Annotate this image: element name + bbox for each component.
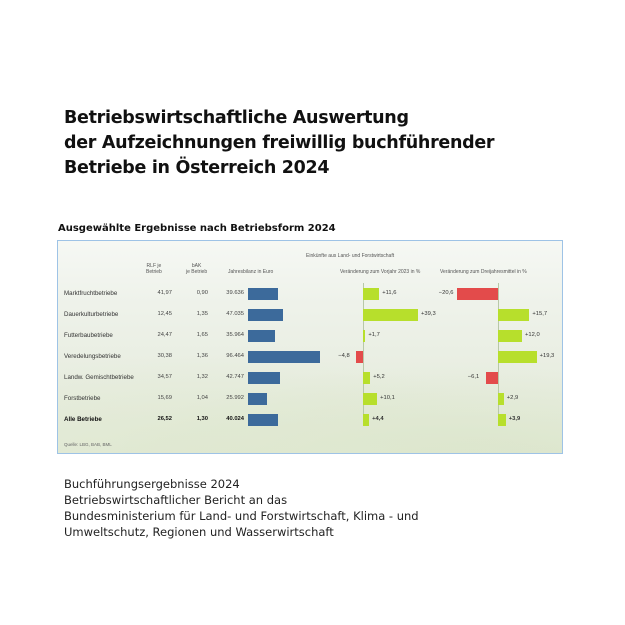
change-avg-label: +19,3 — [539, 353, 555, 359]
change-prev-bar — [356, 351, 363, 363]
row-label: Alle Betriebe — [64, 416, 102, 423]
bak-value: 1,30 — [196, 416, 208, 422]
bak-value: 1,35 — [196, 311, 208, 317]
bak-value: 0,90 — [196, 290, 208, 296]
income-bar — [248, 372, 280, 384]
income-value: 39.636 — [226, 290, 244, 296]
change-avg-bar — [498, 414, 506, 426]
header-group: Einkünfte aus Land- und Forstwirtschaft — [306, 253, 395, 259]
header-bak-line1: bAK — [191, 263, 202, 269]
rlf-value: 15,69 — [157, 395, 172, 401]
figure-subtitle: Ausgewählte Ergebnisse nach Betriebsform… — [58, 223, 336, 234]
footer-line-3: Bundesministerium für Land- und Forstwir… — [64, 509, 419, 523]
rlf-value: 12,45 — [157, 311, 172, 317]
row-label: Landw. Gemischtbetriebe — [64, 374, 134, 381]
change-prev-label: −4,8 — [338, 353, 350, 359]
change-avg-label: −6,1 — [467, 374, 480, 380]
change-prev-label: +1,7 — [368, 332, 380, 338]
income-bar — [248, 288, 278, 300]
bak-value: 1,65 — [196, 332, 208, 338]
income-bar — [248, 330, 275, 342]
change-prev-label: +4,4 — [372, 416, 384, 422]
change-prev-label: +39,3 — [421, 311, 436, 317]
title-line-1: Betriebswirtschaftliche Auswertung — [64, 108, 409, 128]
row-label: Forstbetriebe — [64, 395, 101, 402]
panel-background — [58, 353, 562, 453]
change-prev-bar — [363, 288, 380, 300]
change-prev-bar — [363, 414, 370, 426]
change-prev-label: +11,6 — [382, 290, 397, 296]
change-avg-label: +2,9 — [506, 395, 519, 401]
change-avg-bar — [485, 372, 498, 384]
header-rlf-line1: RLF je — [146, 263, 162, 269]
change-avg-bar — [498, 351, 537, 363]
row-label: Marktfruchtbetriebe — [64, 290, 118, 297]
rlf-value: 30,38 — [157, 353, 172, 359]
footer-text: Buchführungsergebnisse 2024 Betriebswirt… — [64, 476, 584, 540]
header-change-avg: Veränderung zum Dreijahresmittel in % — [440, 269, 527, 275]
income-value: 42.747 — [226, 374, 244, 380]
income-value: 35.964 — [226, 332, 244, 338]
footer-line-1: Buchführungsergebnisse 2024 — [64, 477, 240, 491]
income-value: 40.024 — [226, 416, 244, 422]
header-change-prev: Veränderung zum Vorjahr 2023 in % — [340, 269, 421, 275]
change-prev-bar — [363, 393, 378, 405]
header-rlf-line2: Betrieb — [146, 269, 162, 275]
bak-value: 1,32 — [196, 374, 208, 380]
figure-source: Quelle: LBG, BAB, BML — [64, 442, 112, 447]
axis-change-prev — [363, 283, 364, 423]
footer-line-4: Umweltschutz, Regionen und Wasserwirtsch… — [64, 525, 334, 539]
row-label: Veredelungsbetriebe — [64, 353, 121, 360]
document-title: Betriebswirtschaftliche Auswertung der A… — [64, 106, 584, 181]
row-label: Dauerkulturbetriebe — [64, 311, 119, 318]
change-prev-bar — [363, 330, 366, 342]
rlf-value: 41,97 — [157, 290, 172, 296]
rlf-value: 24,47 — [157, 332, 172, 338]
title-line-3: Betriebe in Österreich 2024 — [64, 158, 330, 178]
income-bar — [248, 393, 268, 405]
change-avg-label: +15,7 — [532, 311, 548, 317]
header-rlf: RLF je Betrieb — [146, 263, 162, 275]
change-avg-label: −20,6 — [438, 290, 454, 296]
change-avg-label: +3,9 — [508, 416, 521, 422]
footer-line-2: Betriebswirtschaftlicher Bericht an das — [64, 493, 288, 507]
results-panel: RLF je Betrieb bAK je Betrieb Jahresbila… — [57, 240, 563, 454]
rlf-value: 34,57 — [157, 374, 172, 380]
header-bak-line2: je Betrieb — [186, 269, 208, 275]
header-bak: bAK je Betrieb — [186, 263, 207, 275]
rlf-value: 26,52 — [157, 416, 172, 422]
income-bar — [248, 351, 320, 363]
change-avg-bar — [498, 393, 504, 405]
header-income: Jahresbilanz in Euro — [228, 269, 274, 275]
change-avg-bar — [456, 288, 498, 300]
income-value: 96.464 — [226, 353, 244, 359]
bak-value: 1,04 — [196, 395, 208, 401]
change-prev-bar — [363, 372, 371, 384]
change-prev-bar — [363, 309, 419, 321]
income-value: 25.992 — [226, 395, 244, 401]
row-label: Futterbaubetriebe — [64, 332, 113, 339]
income-bar — [248, 309, 284, 321]
income-value: 47.035 — [226, 311, 244, 317]
title-line-2: der Aufzeichnungen freiwillig buchführen… — [64, 133, 495, 153]
bak-value: 1,36 — [196, 353, 208, 359]
change-avg-bar — [498, 309, 530, 321]
change-prev-label: +10,1 — [380, 395, 395, 401]
income-bar — [248, 414, 278, 426]
change-prev-label: +5,2 — [373, 374, 385, 380]
change-avg-bar — [498, 330, 522, 342]
change-avg-label: +12,0 — [525, 332, 540, 338]
